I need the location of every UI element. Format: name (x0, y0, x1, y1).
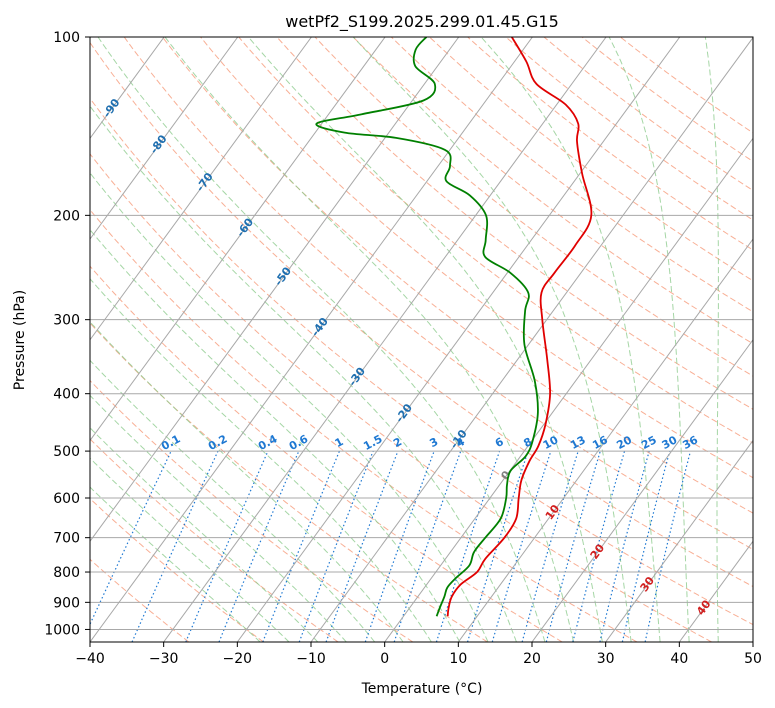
dry-adiabat-line (90, 153, 712, 642)
mixing-ratio-line (325, 450, 399, 642)
isotherm-gridline (90, 37, 533, 642)
mixing-ratio-line (298, 450, 374, 642)
moist-adiabat-line (704, 37, 719, 642)
isotherm-gridline (531, 338, 753, 642)
mixing-ratio-line (218, 450, 300, 642)
x-tick-label: 30 (597, 651, 615, 667)
moist-adiabat-line (90, 105, 517, 642)
mixing-ratio-line (185, 450, 269, 642)
mixing-ratio-line (435, 450, 501, 642)
mixing-ratio-label: 25 (639, 433, 659, 452)
mixing-ratio-label: 36 (680, 433, 700, 452)
mixing-ratio-line (262, 450, 340, 642)
plot-frame (89, 36, 754, 643)
dry-adiabat-line (90, 558, 190, 642)
isotherm-gridline (310, 37, 753, 642)
moist-adiabat-line (90, 172, 489, 642)
x-tick-label: 20 (523, 651, 541, 667)
plot-background (90, 37, 753, 642)
x-axis-ticks: −40 −30 −20 −10 0 10 20 30 40 50 (75, 642, 762, 667)
x-tick-label: −40 (75, 651, 105, 667)
dry-adiabat-line (90, 322, 488, 642)
y-tick-label: 700 (53, 531, 80, 547)
y-axis-ticks: 100 200 300 400 500 600 700 800 900 1000 (44, 30, 90, 638)
mixing-ratio-line (466, 450, 529, 642)
dry-adiabat-line (90, 97, 753, 626)
mixing-ratio-line (621, 450, 671, 642)
y-tick-label: 500 (53, 444, 80, 460)
x-tick-label: 0 (380, 651, 389, 667)
profile-lines (315, 37, 593, 617)
y-tick-label: 400 (53, 387, 80, 403)
x-tick-label: 50 (744, 651, 762, 667)
dewpoint-profile-line (315, 37, 539, 617)
isotherm-gridline (605, 439, 753, 642)
y-tick-label: 800 (53, 565, 80, 581)
y-tick-label: 600 (53, 491, 80, 507)
moist-adiabat-line (90, 321, 404, 642)
isotherm-gridline (90, 37, 239, 240)
dry-adiabat-line (90, 41, 753, 588)
mixing-ratio-label: 10 (541, 433, 561, 452)
dry-adiabat-line (314, 37, 753, 377)
temperature-profile-line (446, 37, 593, 617)
mixing-ratio-line (599, 450, 650, 642)
moist-adiabat-line (352, 37, 632, 642)
x-tick-label: −20 (223, 651, 253, 667)
x-axis-label: Temperature (°C) (361, 681, 483, 697)
moist-adiabat-line (90, 394, 347, 642)
mixing-ratio-line (545, 450, 601, 642)
mixing-ratio-label: 13 (568, 433, 588, 452)
moist-adiabat-line (480, 37, 661, 642)
mixing-ratio-label: 30 (660, 433, 680, 452)
y-tick-label: 900 (53, 595, 80, 611)
pressure-gridlines (90, 37, 753, 630)
x-tick-label: 10 (449, 651, 467, 667)
dry-adiabat-line (390, 37, 753, 313)
moist-adiabat-line (97, 37, 546, 642)
isotherm-gridline (236, 37, 681, 642)
x-tick-label: −10 (296, 651, 326, 667)
moist-adiabat-line (164, 37, 575, 642)
dry-adiabat-line (90, 265, 563, 642)
y-axis-label: Pressure (hPa) (12, 290, 28, 390)
dry-adiabat-line (90, 209, 638, 642)
isotherm-gridline (163, 37, 607, 642)
y-tick-label: 100 (53, 30, 80, 46)
mixing-ratio-line (521, 450, 579, 642)
moist-adiabat-line (248, 37, 603, 642)
moist-adiabat-line (90, 229, 461, 642)
dry-adiabat-line (200, 37, 753, 479)
moist-adiabat-line (608, 37, 690, 642)
moist-adiabat-line (90, 457, 290, 642)
y-tick-label: 200 (53, 208, 80, 224)
moist-adiabat-line (90, 427, 319, 642)
mixing-ratio-line (572, 450, 626, 642)
moist-adiabat-line (90, 278, 432, 642)
x-tick-label: 40 (670, 651, 688, 667)
x-tick-label: −30 (149, 651, 179, 667)
isotherm-gridline (90, 37, 386, 442)
y-tick-label: 300 (53, 313, 80, 329)
isotherm-gridline (457, 238, 753, 642)
y-tick-label: 1000 (44, 622, 80, 638)
chart-title: wetPf2_S199.2025.299.01.45.G15 (285, 12, 559, 32)
dry-adiabat-line (238, 37, 753, 444)
mixing-ratio-label: 16 (590, 433, 610, 452)
mixing-ratio-label: 20 (614, 433, 634, 452)
moist-adiabat-line (90, 359, 376, 642)
isotherm-gridline (384, 137, 753, 642)
mixing-ratio-line (364, 450, 435, 642)
dry-adiabat-line (90, 379, 414, 642)
